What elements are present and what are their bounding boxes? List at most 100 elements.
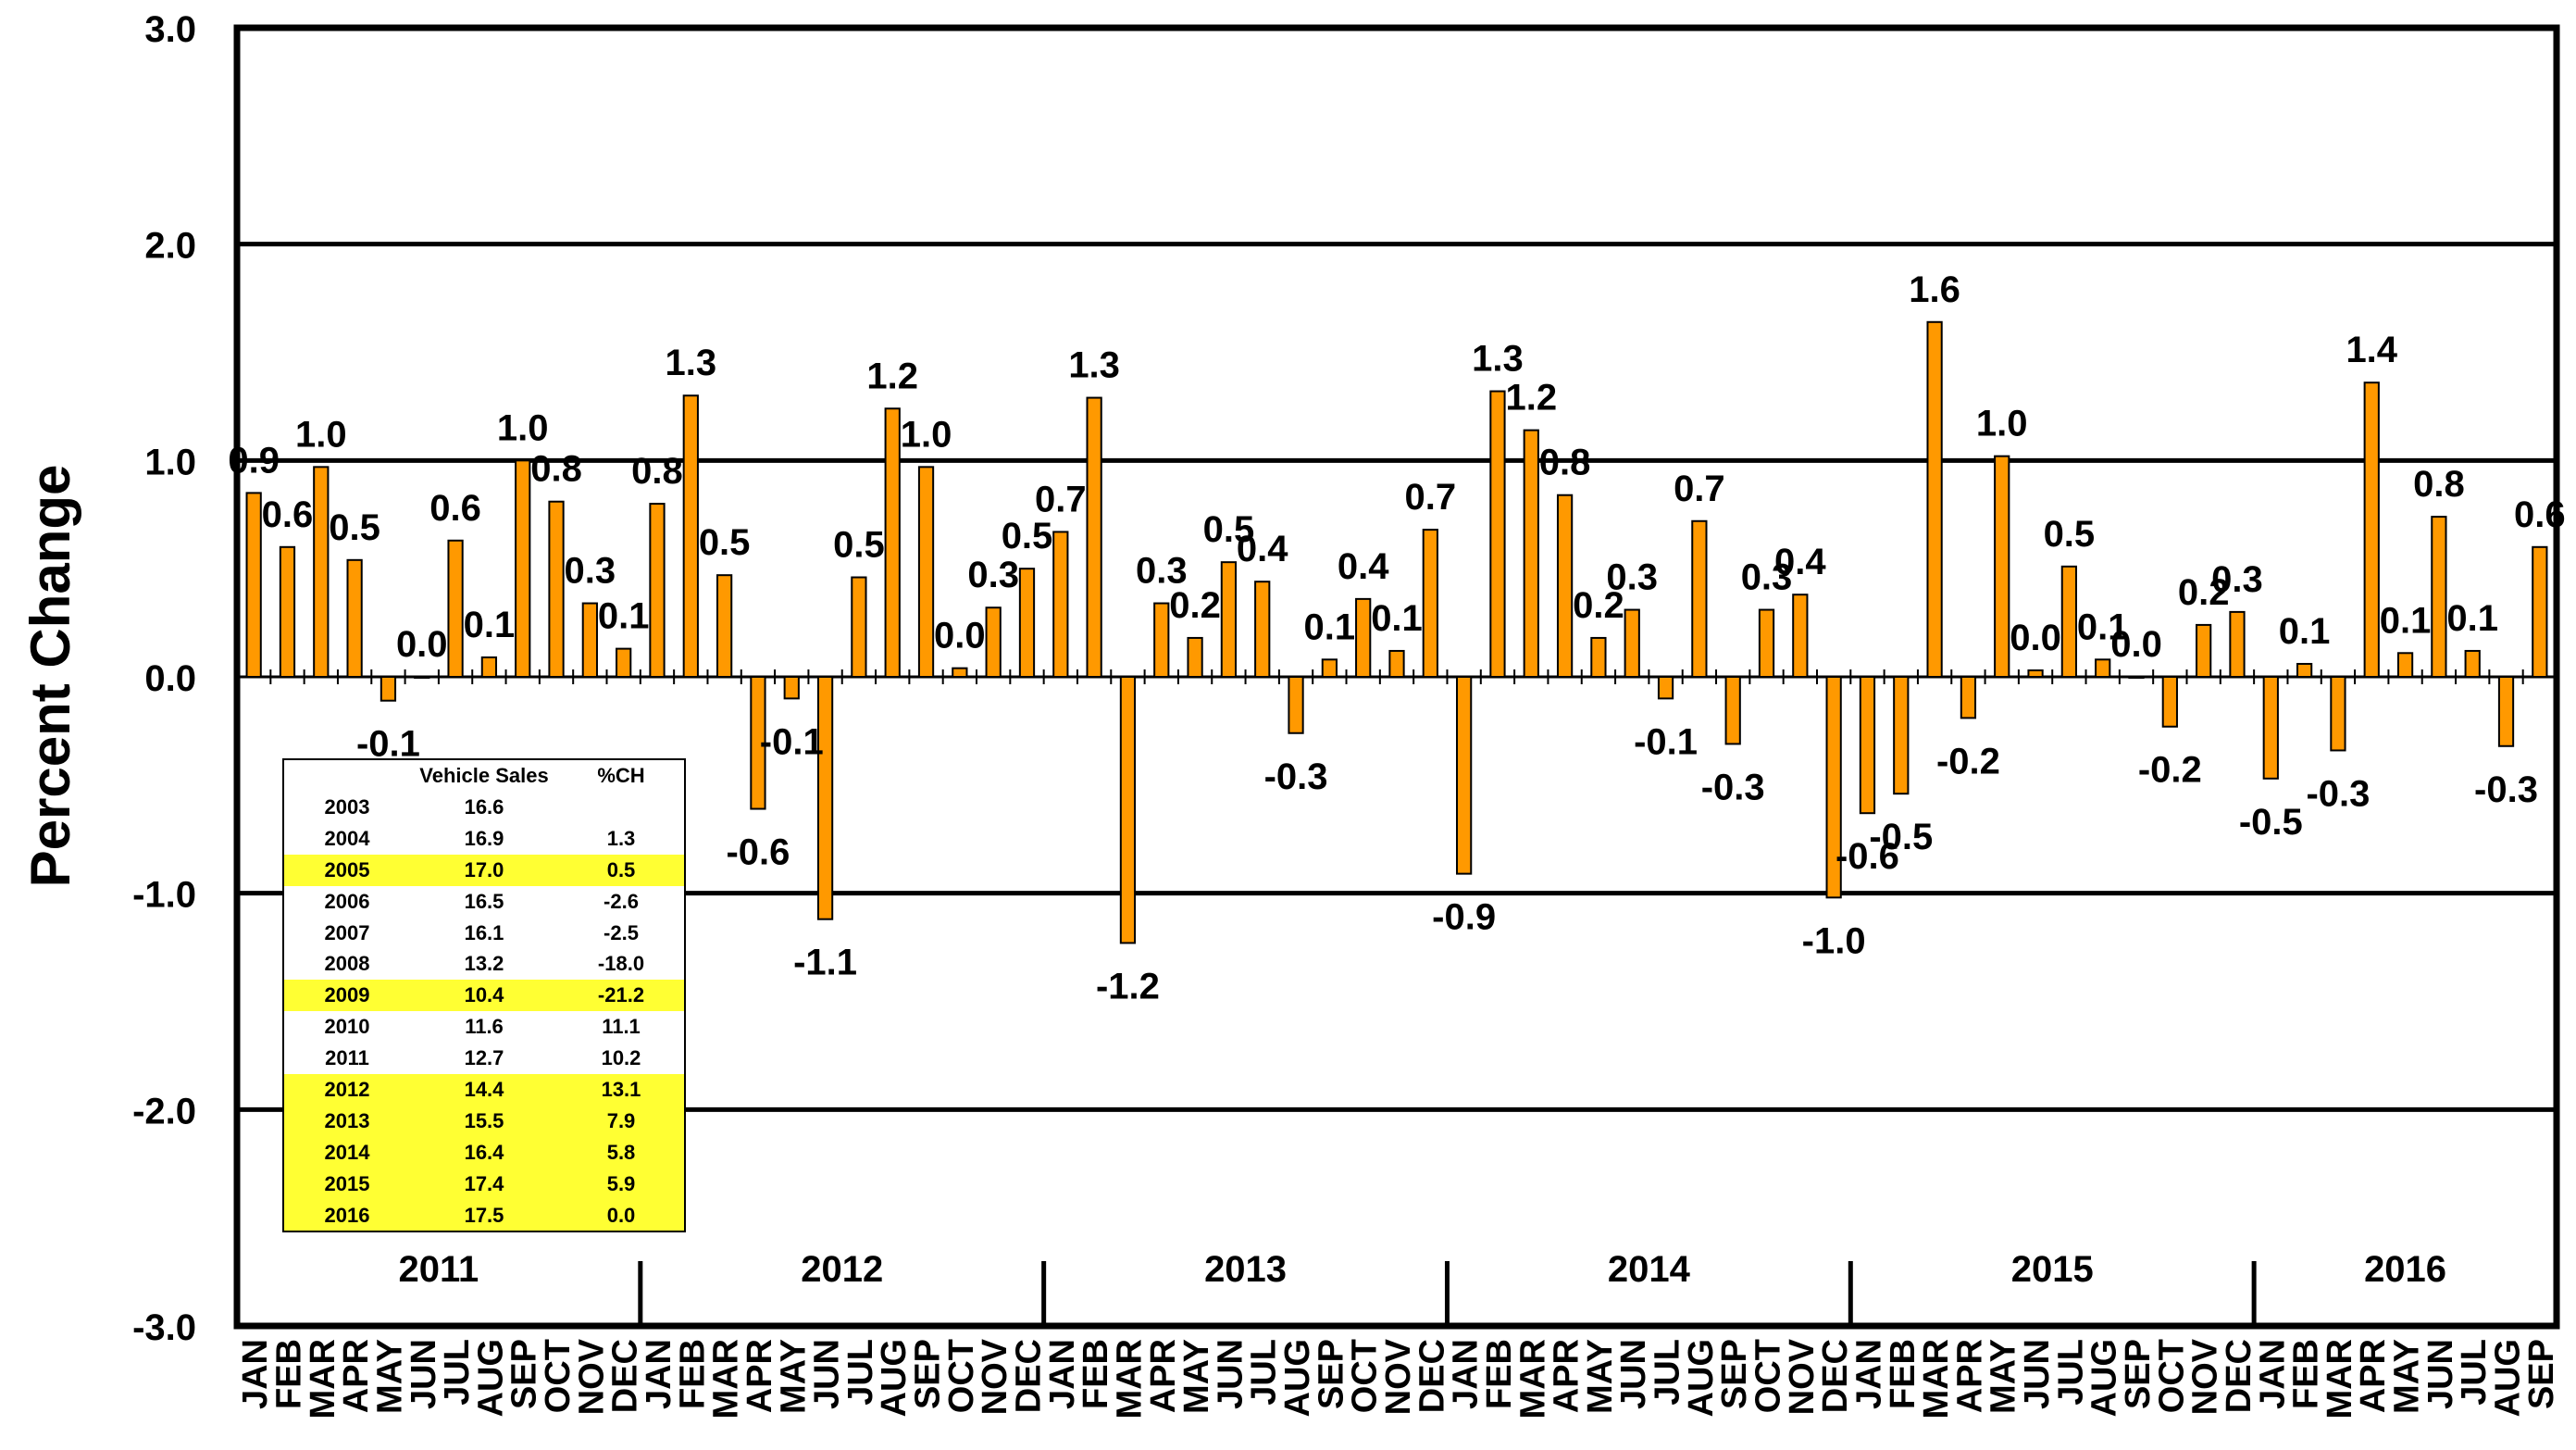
year-label: 2014 — [1608, 1249, 1691, 1290]
bar — [1456, 676, 1473, 875]
table-row: 2008 13.2 -18.0 — [284, 948, 684, 980]
x-tick-label: JUL — [2051, 1339, 2090, 1406]
bar — [2027, 669, 2044, 678]
bar — [2229, 610, 2246, 679]
table-cell-sales: 16.6 — [464, 794, 504, 819]
x-tick-label: AUG — [1682, 1339, 1721, 1417]
x-tick-label: NOV — [572, 1338, 611, 1415]
bar — [985, 606, 1002, 679]
data-label: -0.3 — [2306, 773, 2370, 814]
x-tick-label: AUG — [1278, 1339, 1317, 1417]
bar — [1052, 531, 1069, 679]
year-label: 2011 — [399, 1249, 479, 1290]
table-cell-year: 2010 — [324, 1015, 370, 1039]
bar — [1590, 636, 1607, 679]
table-cell-year: 2016 — [324, 1203, 370, 1227]
x-tick-label: FEB — [1884, 1339, 1923, 1409]
data-label: 0.3 — [2211, 559, 2263, 600]
x-tick-label: FEB — [1076, 1339, 1115, 1409]
bar — [1657, 676, 1674, 700]
table-cell-sales: 16.1 — [464, 920, 504, 944]
bar — [783, 676, 800, 700]
x-tick-label: JUN — [1211, 1339, 1250, 1409]
data-label: 0.4 — [1774, 542, 1826, 582]
bar — [414, 676, 430, 679]
table-row: 2005 17.0 0.5 — [284, 854, 684, 886]
x-tick-label: JUL — [1649, 1339, 1687, 1406]
bar — [1724, 676, 1741, 745]
y-axis-label: Percent Change — [19, 465, 81, 888]
data-label: 0.2 — [1573, 585, 1624, 626]
bar — [1153, 602, 1170, 679]
data-label: -0.9 — [1432, 897, 1496, 938]
data-label: -0.3 — [1701, 767, 1765, 807]
x-tick-label: NOV — [2186, 1338, 2225, 1415]
table-cell-pch: 5.8 — [606, 1140, 636, 1164]
table-cell-sales: 14.4 — [464, 1077, 504, 1101]
x-tick-label: APR — [1950, 1339, 1989, 1413]
bar — [1691, 519, 1708, 679]
x-tick-label: JUN — [2421, 1339, 2460, 1409]
year-label: 2016 — [2364, 1249, 2446, 1290]
table-cell-sales: 17.4 — [464, 1171, 504, 1195]
data-label: 1.3 — [1472, 339, 1524, 380]
data-label: -0.1 — [760, 721, 824, 762]
data-label: -0.5 — [2239, 802, 2303, 843]
table-row: 2015 17.4 5.9 — [284, 1168, 684, 1200]
bar — [2128, 676, 2145, 679]
bar — [1893, 676, 1910, 795]
table-cell-year: 2007 — [324, 920, 370, 944]
table-cell-sales: 12.7 — [464, 1046, 504, 1070]
x-tick-label: JUN — [808, 1339, 847, 1409]
x-tick-label: MAY — [370, 1339, 409, 1414]
table-cell-pch: 5.9 — [606, 1171, 636, 1195]
x-tick-label: MAR — [1110, 1339, 1149, 1419]
data-label: 1.0 — [497, 407, 549, 448]
x-tick-label: JUN — [2018, 1339, 2057, 1409]
data-label: 0.4 — [1338, 546, 1389, 587]
data-label: 0.6 — [429, 488, 481, 529]
table-cell-sales: 17.5 — [464, 1203, 504, 1227]
x-tick-label: APR — [337, 1339, 376, 1413]
data-label: 1.2 — [866, 356, 918, 396]
bar — [581, 602, 598, 679]
table-cell-pch: 10.2 — [601, 1046, 641, 1070]
x-tick-label: MAY — [774, 1339, 813, 1414]
data-label: 1.0 — [295, 414, 347, 455]
x-tick-label: AUG — [2489, 1339, 2528, 1417]
bar — [1220, 561, 1238, 679]
data-label: 0.1 — [2446, 598, 2498, 639]
bar — [2497, 676, 2515, 747]
bar — [1960, 676, 1977, 719]
bar — [1321, 658, 1338, 678]
data-label: -0.2 — [2138, 750, 2202, 791]
table-cell-year: 2014 — [324, 1140, 370, 1164]
data-label: 0.2 — [2178, 572, 2230, 613]
bar — [851, 576, 867, 678]
x-tick-label: JUL — [1245, 1339, 1284, 1406]
y-tick-label: -2.0 — [132, 1091, 196, 1131]
table-cell-year: 2003 — [324, 794, 370, 819]
year-label: 2013 — [1204, 1249, 1287, 1290]
data-label: 0.1 — [2380, 600, 2432, 641]
x-tick-label: FEB — [269, 1339, 308, 1409]
bar — [1523, 429, 1539, 678]
x-tick-label: JUL — [438, 1339, 477, 1406]
bar — [917, 466, 935, 678]
table-cell-year: 2005 — [324, 857, 370, 881]
x-tick-label: MAY — [1985, 1339, 2023, 1414]
table-cell-sales: 15.5 — [464, 1108, 504, 1132]
table-cell-year: 2011 — [325, 1046, 369, 1070]
bar — [2532, 545, 2548, 678]
x-tick-label: JUN — [1614, 1339, 1653, 1409]
table-row: 2006 16.5 -2.6 — [284, 886, 684, 918]
x-tick-label: DEC — [606, 1339, 645, 1413]
table-row: 2003 16.6 — [284, 792, 684, 823]
bars — [245, 320, 2548, 944]
data-label: 0.3 — [1136, 551, 1188, 592]
y-tick-label: 2.0 — [144, 226, 196, 267]
data-label: -0.1 — [1634, 721, 1698, 762]
bar — [1422, 529, 1438, 679]
data-label: 0.1 — [1371, 598, 1423, 639]
bar — [649, 503, 666, 678]
